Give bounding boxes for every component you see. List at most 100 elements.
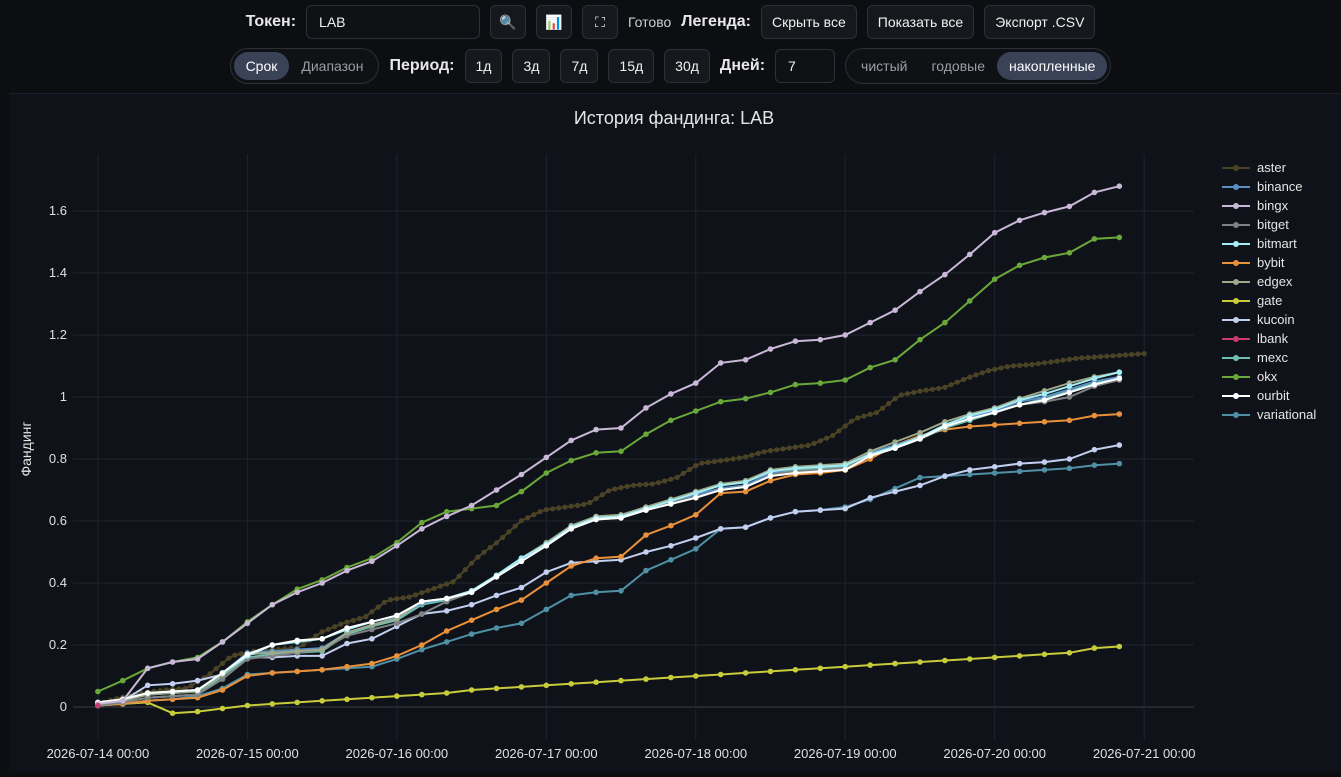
view-option-net[interactable]: чистый [861,58,908,74]
data-point-edgex [892,439,898,445]
data-point-aster [711,458,718,465]
hide-all-button[interactable]: Скрыть все [761,5,857,39]
data-point-bingx [942,271,948,278]
data-point-bingx [817,336,824,343]
data-point-aster [481,549,487,555]
legend-item-lbank[interactable]: lbank [1222,331,1289,346]
data-point-aster [873,410,880,416]
view-option-annual[interactable]: годовые [931,58,985,74]
legend-swatch-marker [1233,222,1239,228]
data-point-aster [325,626,331,632]
fullscreen-icon: ⛶ [595,13,605,30]
legend-item-variational[interactable]: variational [1222,407,1316,422]
data-point-ourbit [942,423,948,430]
legend-item-okx[interactable]: okx [1222,369,1278,384]
data-point-aster [456,573,462,579]
data-point-gate [493,685,500,692]
data-point-gate [194,708,201,715]
series-line-gate [97,645,1120,715]
data-point-kucoin [369,636,375,642]
data-point-aster [929,386,936,392]
search-button[interactable]: 🔍 [490,5,527,39]
period-7d-button[interactable]: 7д [560,49,599,83]
legend: aster binance bingx bitget bitmart bybit edgex… [1222,160,1316,422]
data-point-aster [687,466,693,473]
fullscreen-button[interactable]: ⛶ [582,5,619,39]
data-point-bybit [1066,417,1073,424]
data-point-ourbit [518,558,525,565]
data-point-gate [792,667,799,673]
data-point-aster [861,413,867,419]
legend-item-ourbit[interactable]: ourbit [1222,388,1290,403]
legend-item-gate[interactable]: gate [1222,293,1282,308]
data-point-aster [537,509,543,515]
data-point-bingx [1041,209,1048,216]
data-point-bingx [120,698,126,704]
data-point-bybit [468,617,475,623]
data-point-bitmart [717,482,724,489]
export-csv-button[interactable]: Экспорт .CSV [984,5,1096,39]
data-point-bybit [443,628,450,634]
data-point-aster [618,485,624,491]
y-tick-label: 1.6 [49,203,67,218]
period-15d-button[interactable]: 15д [608,49,655,83]
data-point-aster [761,449,767,455]
legend-item-aster[interactable]: aster [1222,160,1287,175]
data-point-aster [1135,351,1141,357]
legend-item-mexc[interactable]: mexc [1222,350,1289,365]
data-point-gate [468,687,475,693]
period-3d-button[interactable]: 3д [512,49,551,83]
data-point-bingx [717,360,724,366]
legend-swatch-marker [1233,260,1239,266]
data-point-aster [643,481,649,487]
legend-item-bingx[interactable]: bingx [1222,198,1289,213]
show-all-button[interactable]: Показать все [866,5,975,39]
period-30d-button[interactable]: 30д [664,49,710,83]
view-option-cumulative[interactable]: накопленные [997,52,1108,80]
data-point-bingx [1016,217,1023,224]
data-point-kucoin [668,543,674,549]
legend-swatch-marker [1233,374,1239,380]
data-point-aster [487,544,493,551]
data-point-kucoin [518,584,525,591]
legend-swatch-marker [1233,336,1239,342]
data-point-kucoin [842,505,848,512]
data-point-ourbit [319,636,325,642]
data-point-bingx [144,665,151,672]
legend-item-bitget[interactable]: bitget [1222,217,1289,232]
days-input[interactable]: 7 [775,49,836,83]
data-point-aster [811,440,817,446]
chart-button[interactable]: 📊 [536,5,573,39]
data-point-bingx [269,601,276,608]
data-point-bingx [493,487,500,493]
legend-item-bitmart[interactable]: bitmart [1222,236,1297,251]
data-point-aster [1091,354,1097,360]
legend-item-bybit[interactable]: bybit [1222,255,1285,270]
data-point-kucoin [917,482,923,489]
token-input[interactable]: LAB [306,5,481,39]
data-point-aster [226,655,232,661]
data-point-variational [1116,460,1123,467]
data-point-aster [848,418,855,424]
legend-item-kucoin[interactable]: kucoin [1222,312,1295,327]
data-point-aster [680,470,686,476]
legend-label: okx [1257,369,1278,384]
data-point-bingx [767,346,774,352]
data-point-bitmart [817,464,824,470]
data-point-gate [892,660,898,667]
data-point-aster [718,458,724,464]
data-point-okx [493,502,500,509]
data-point-aster [743,454,749,460]
mode-option-range[interactable]: Диапазон [301,58,364,74]
data-point-aster [942,384,948,390]
data-point-aster [655,480,662,486]
legend-item-binance[interactable]: binance [1222,179,1303,194]
data-point-aster [556,505,562,511]
data-point-bitmart [693,490,699,496]
data-point-aster [630,482,637,488]
data-point-aster [749,452,755,458]
legend-item-edgex[interactable]: edgex [1222,274,1293,289]
data-point-aster [1116,352,1122,358]
period-1d-button[interactable]: 1д [464,49,503,83]
mode-option-term[interactable]: Срок [233,52,290,80]
